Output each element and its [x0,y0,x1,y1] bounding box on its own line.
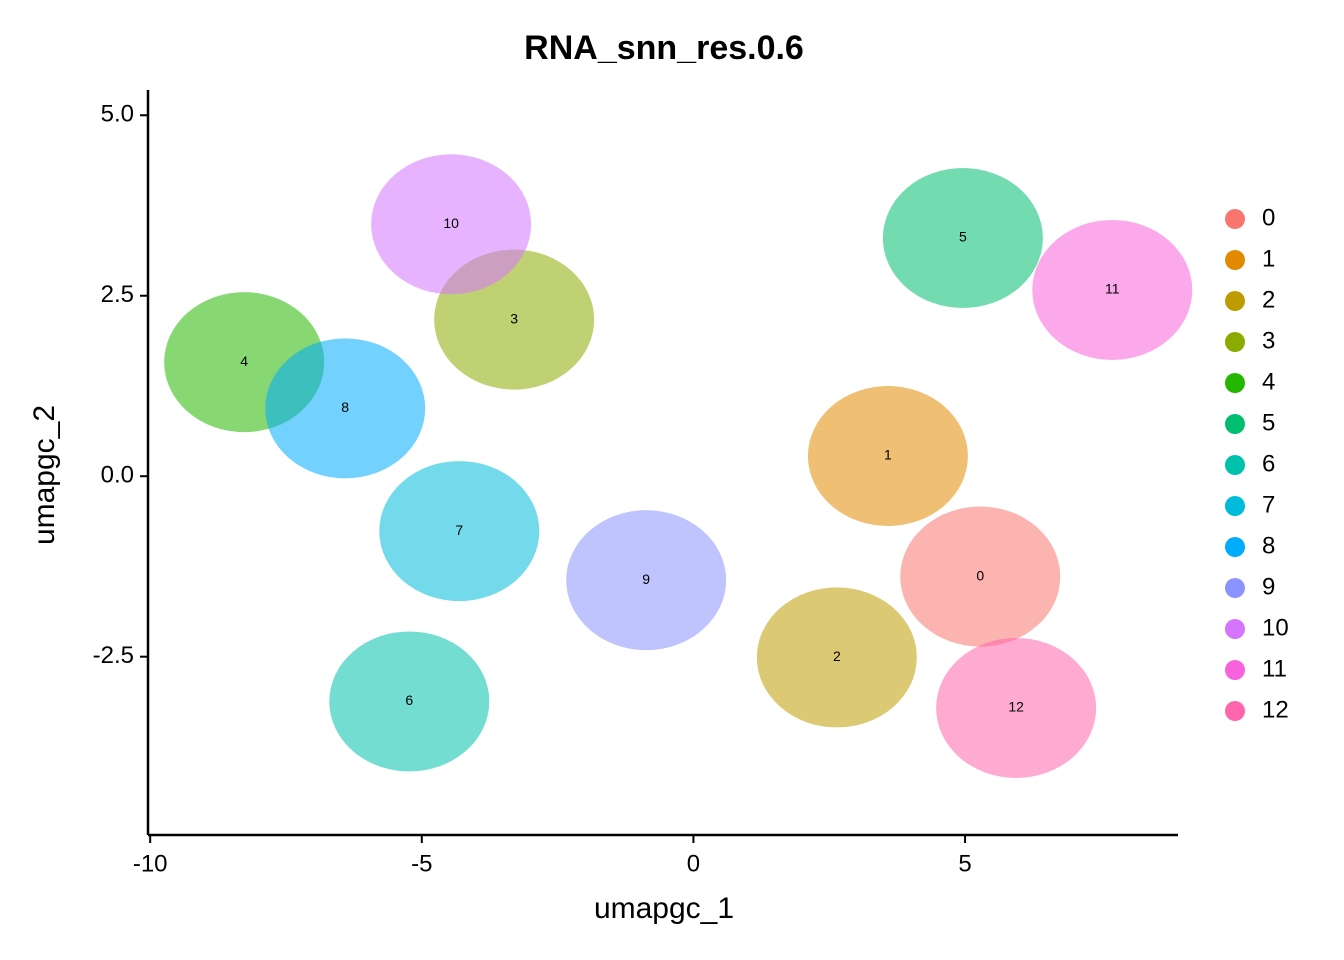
clusters [164,154,1193,778]
cluster-label: 6 [405,692,413,708]
cluster-cloud [882,167,1043,308]
cluster-label: 4 [240,353,248,369]
x-tick-label: 5 [958,850,971,877]
legend-swatch [1225,455,1245,475]
x-tick-label: -5 [411,850,432,877]
legend-swatch [1225,619,1245,639]
cluster-cloud [265,338,426,479]
cluster-label: 8 [341,399,349,415]
legend-swatch [1225,250,1245,270]
cluster-cloud [936,637,1097,778]
legend-swatch [1225,537,1245,557]
chart-title: RNA_snn_res.0.6 [524,29,804,67]
cluster-cloud [900,506,1061,647]
legend-label: 4 [1262,368,1275,395]
cluster-label: 1 [884,447,892,463]
legend-label: 3 [1262,327,1275,354]
legend-swatch [1225,291,1245,311]
legend-swatch [1225,332,1245,352]
cluster-cloud [371,154,532,295]
legend-label: 0 [1262,204,1275,231]
cluster-cloud [756,587,917,728]
y-tick-label: 0.0 [101,462,134,489]
legend-label: 6 [1262,450,1275,477]
x-tick-label: 0 [687,850,700,877]
cluster-cloud [329,631,490,772]
cluster-label: 7 [455,522,463,538]
x-tick-label: -10 [133,850,168,877]
cluster-label: 2 [833,648,841,664]
legend-label: 10 [1262,614,1289,641]
legend-swatch [1225,373,1245,393]
legend-label: 1 [1262,245,1275,272]
legend-swatch [1225,496,1245,516]
cluster-label: 10 [443,215,459,231]
legend-label: 11 [1262,655,1287,682]
legend-swatch [1225,414,1245,434]
legend-label: 7 [1262,491,1275,518]
legend-label: 8 [1262,532,1275,559]
legend-swatch [1225,660,1245,680]
cluster-cloud [807,386,968,527]
cluster-label: 12 [1008,699,1024,715]
cluster-label: 9 [642,571,650,587]
y-axis-title: umapgc_2 [28,405,61,545]
y-tick-label: -2.5 [93,642,134,669]
cluster-cloud [566,510,727,651]
legend-swatch [1225,578,1245,598]
legend-swatch [1225,209,1245,229]
y-tick-label: 2.5 [101,281,134,308]
legend-label: 5 [1262,409,1275,436]
y-tick-label: 5.0 [101,101,134,128]
cluster-label: 0 [976,567,984,583]
legend-label: 12 [1262,696,1289,723]
cluster-cloud [379,461,540,602]
cluster-label: 3 [510,310,518,326]
legend-label: 2 [1262,286,1275,313]
cluster-label: 5 [959,229,967,245]
legend-swatch [1225,701,1245,721]
x-axis-title: umapgc_1 [594,892,734,925]
cluster-cloud [1032,219,1193,360]
cluster-label: 11 [1105,281,1120,297]
legend-label: 9 [1262,573,1275,600]
